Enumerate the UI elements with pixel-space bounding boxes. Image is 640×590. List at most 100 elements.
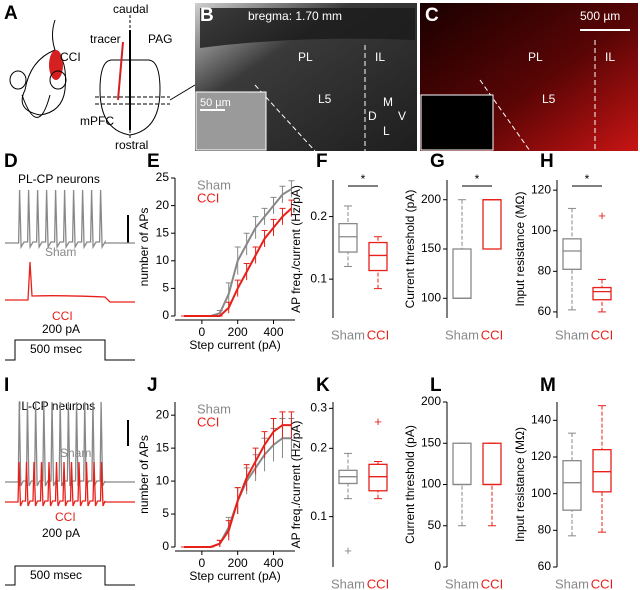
panel-label: C (425, 5, 439, 26)
box (452, 248, 472, 299)
x-tick-label: Sham (555, 327, 589, 342)
box (562, 238, 582, 270)
label: bregma: 1.70 mm (248, 9, 342, 23)
y-tick-label: 80 (538, 263, 552, 277)
y-tick-label: 20 (156, 198, 170, 212)
x-tick-label: 400 (263, 556, 283, 570)
x-tick-label: CCI (481, 576, 503, 590)
y-tick-label: 100 (421, 290, 441, 304)
x-tick-label: Sham (555, 576, 589, 590)
label: tracer (90, 32, 121, 46)
panel-b: B bregma: 1.70 mm PL IL L5 50 µm M D V L (195, 3, 417, 152)
error-bar (225, 301, 232, 314)
x-tick-label: 400 (263, 325, 283, 339)
error-bar (270, 196, 277, 214)
outlier: + (598, 208, 606, 223)
panel-label: I (4, 375, 9, 396)
error-bar (279, 207, 286, 225)
label: 500 msec (30, 342, 82, 356)
significance: * (475, 172, 480, 186)
x-tick-label: Sham (445, 327, 479, 342)
y-axis-label: Current threshold (pA) (403, 425, 417, 544)
mouse-head (21, 94, 51, 118)
x-axis-label: Step current (pA) (189, 569, 280, 583)
label: PAG (148, 32, 172, 46)
boundary (479, 79, 531, 152)
trace (5, 401, 135, 487)
inset (195, 91, 267, 151)
y-tick-label: 50 (428, 518, 442, 532)
y-tick-label: 0 (434, 559, 441, 573)
error-bar (216, 539, 223, 547)
y-tick-label: 100 (531, 486, 551, 500)
trace (5, 461, 135, 507)
y-tick-label: 0.3 (310, 401, 327, 415)
label: 50 µm (200, 97, 231, 109)
box (452, 442, 472, 486)
panel-label: A (4, 3, 18, 24)
y-tick-label: 200 (421, 192, 441, 206)
error-bar (261, 207, 268, 225)
panel-label: B (200, 5, 214, 26)
label: V (398, 109, 406, 123)
step-protocol (5, 339, 135, 361)
error-bar (288, 411, 295, 439)
y-tick-label: 100 (531, 223, 551, 237)
legend-entry: Sham (197, 401, 231, 416)
label: rostral (115, 138, 148, 152)
label: D (368, 109, 377, 123)
panel-label: M (540, 375, 556, 396)
y-axis-label: Current threshold (pA) (403, 190, 417, 309)
panel-label: J (147, 375, 158, 396)
y-axis-label: Input resistance (MΩ) (513, 427, 527, 542)
trace (5, 261, 135, 303)
y-tick-label: 15 (156, 225, 170, 239)
panel-a: A CCI caudal tracer PAG mPFC rostral (4, 2, 196, 152)
error-bar (261, 431, 268, 459)
y-tick-label: 15 (156, 440, 170, 454)
label: PL (298, 50, 313, 64)
error-bar (288, 180, 295, 198)
panel-label: L (430, 375, 442, 396)
x-tick-label: Sham (445, 576, 479, 590)
y-tick-label: 5 (162, 506, 169, 520)
y-tick-label: 25 (156, 170, 170, 184)
box (368, 463, 388, 492)
y-tick-label: 5 (162, 281, 169, 295)
label: 500 msec (30, 568, 82, 582)
x-axis-label: Step current (pA) (189, 338, 280, 352)
label: Sham (45, 245, 76, 259)
significance: * (585, 172, 590, 186)
tracer (117, 41, 124, 101)
legend-entry: CCI (197, 414, 219, 429)
cci-mark (49, 50, 63, 80)
x-tick-label: CCI (367, 327, 389, 342)
y-tick-label: 60 (538, 559, 552, 573)
x-tick-label: 0 (199, 556, 206, 570)
error-bar (270, 417, 277, 445)
y-tick-label: 150 (421, 241, 441, 255)
box (592, 449, 612, 493)
label: L (383, 124, 390, 138)
label: L5 (318, 92, 332, 106)
y-axis-label: AP freq./current (Hz/pA) (289, 185, 303, 313)
box (482, 442, 502, 486)
label: mPFC (80, 114, 114, 128)
y-tick-label: 200 (421, 394, 441, 408)
error-bar (261, 229, 268, 247)
y-axis-label: number of APs (137, 435, 151, 514)
panel-d: D PL-CP neurons Sham CCI 200 pA 500 msec (4, 151, 135, 361)
y-tick-label: 140 (531, 413, 551, 427)
box (368, 241, 388, 272)
x-tick-label: Sham (331, 327, 365, 342)
y-tick-label: 100 (421, 477, 441, 491)
mouse-ear (49, 70, 67, 90)
error-bar (225, 520, 232, 541)
y-tick-label: 120 (531, 449, 551, 463)
boundary (254, 84, 316, 152)
image-region (200, 8, 415, 48)
error-bar (234, 279, 241, 297)
panel-label: F (316, 151, 328, 172)
x-tick-label: CCI (591, 576, 613, 590)
outlier: + (374, 414, 382, 429)
